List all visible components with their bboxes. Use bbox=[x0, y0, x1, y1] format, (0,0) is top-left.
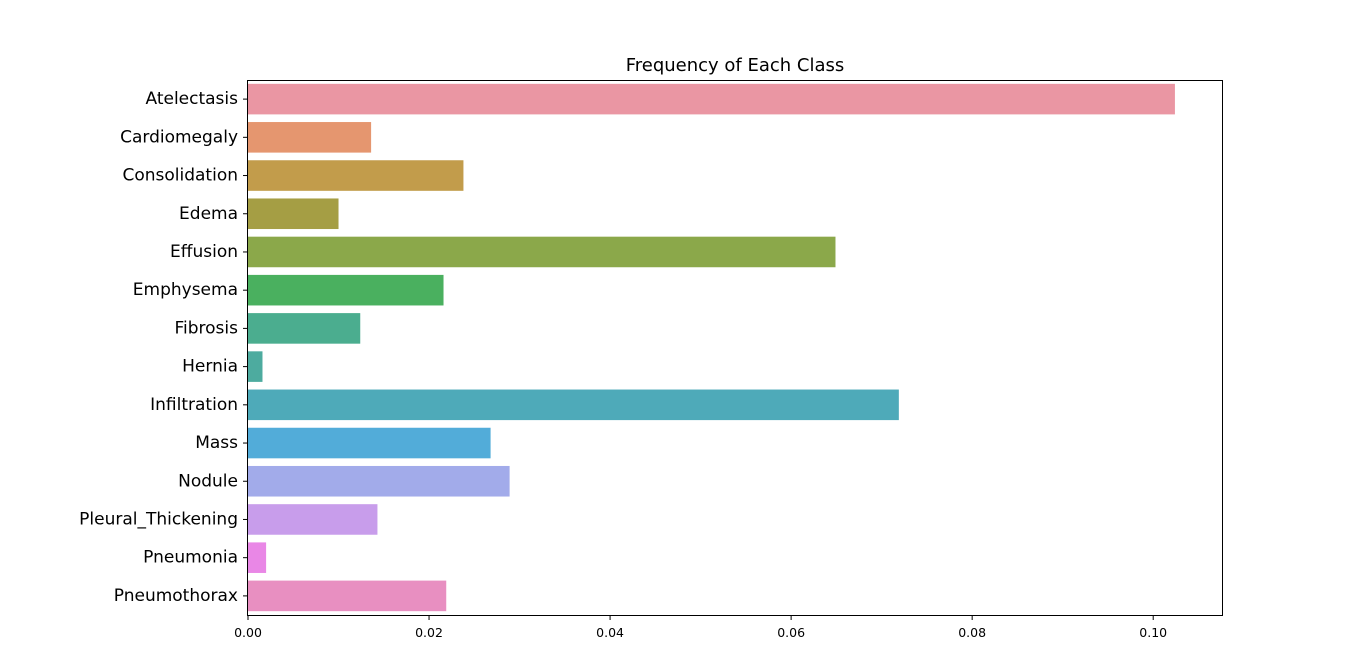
bar-atelectasis bbox=[248, 83, 1175, 115]
x-tick-label: 0.08 bbox=[958, 625, 986, 640]
category-label-pneumothorax: Pneumothorax bbox=[114, 586, 238, 606]
bar-consolidation bbox=[248, 160, 464, 191]
category-label-nodule: Nodule bbox=[178, 471, 238, 491]
category-label-cardiomegaly: Cardiomegaly bbox=[120, 127, 238, 147]
bar-pleural-thickening bbox=[248, 504, 378, 535]
bar-pneumonia bbox=[248, 542, 267, 573]
bars-group bbox=[248, 83, 1175, 612]
bar-emphysema bbox=[248, 274, 444, 306]
category-label-consolidation: Consolidation bbox=[122, 166, 238, 186]
x-tick-label: 0.06 bbox=[777, 625, 805, 640]
category-label-pneumonia: Pneumonia bbox=[143, 548, 238, 568]
bar-infiltration bbox=[248, 389, 899, 421]
category-label-mass: Mass bbox=[195, 433, 238, 453]
bar-fibrosis bbox=[248, 313, 361, 344]
category-label-effusion: Effusion bbox=[170, 242, 238, 262]
bar-nodule bbox=[248, 465, 510, 497]
bar-hernia bbox=[248, 351, 263, 382]
bar-edema bbox=[248, 198, 339, 230]
bar-mass bbox=[248, 427, 491, 459]
bar-cardiomegaly bbox=[248, 122, 372, 153]
x-axis-ticks-group: 0.00 0.02 0.04 0.06 0.08 0.10 bbox=[234, 615, 1167, 640]
bar-effusion bbox=[248, 236, 836, 268]
category-label-pleural-thickening: Pleural_Thickening bbox=[79, 509, 238, 529]
category-label-emphysema: Emphysema bbox=[133, 280, 238, 300]
bar-pneumothorax bbox=[248, 580, 447, 612]
x-tick-label: 0.10 bbox=[1139, 625, 1167, 640]
category-labels-group: Atelectasis Cardiomegaly Consolidation Edem… bbox=[79, 89, 248, 606]
chart-title: Frequency of Each Class bbox=[626, 55, 845, 76]
category-label-hernia: Hernia bbox=[182, 357, 238, 377]
x-tick-label: 0.02 bbox=[415, 625, 443, 640]
x-tick-label: 0.00 bbox=[234, 625, 262, 640]
x-tick-label: 0.04 bbox=[596, 625, 624, 640]
plot-frame bbox=[247, 80, 1223, 616]
category-label-atelectasis: Atelectasis bbox=[145, 89, 238, 109]
category-label-fibrosis: Fibrosis bbox=[174, 318, 238, 338]
category-label-infiltration: Infiltration bbox=[150, 395, 238, 415]
category-label-edema: Edema bbox=[179, 204, 238, 224]
